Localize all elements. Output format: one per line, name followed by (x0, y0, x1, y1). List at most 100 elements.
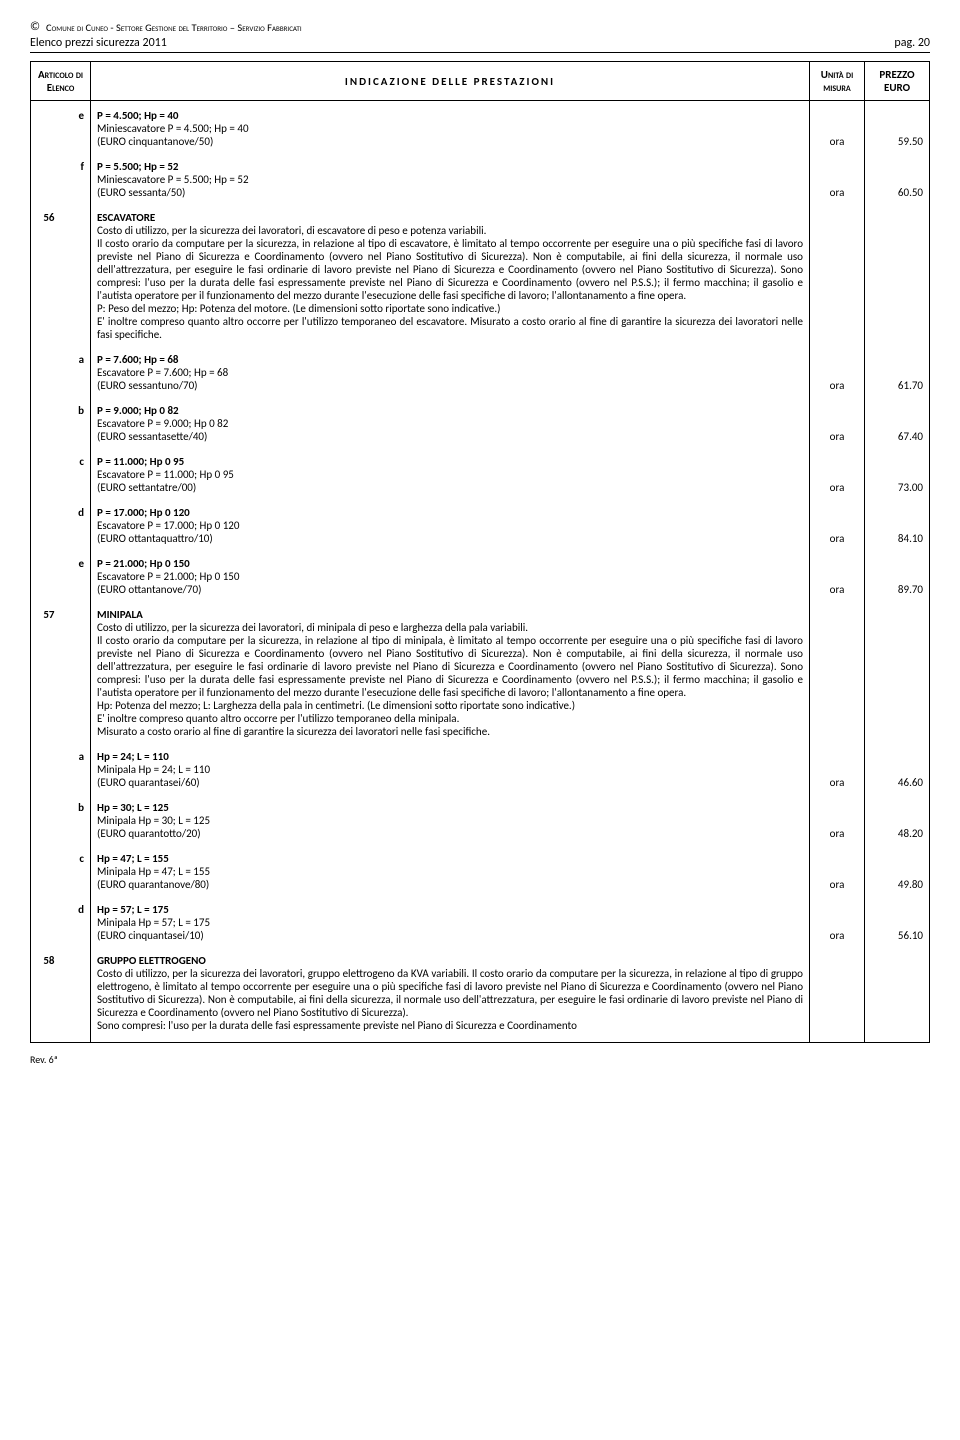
sub-letter: b (61, 799, 91, 850)
item-line: Escavatore P = 11.000; Hp 0 95 (97, 468, 803, 481)
unit-cell (810, 209, 865, 351)
item-line: Escavatore P = 7.600; Hp = 68 (97, 366, 803, 379)
article-number (31, 799, 61, 850)
price-cell: 67.40 (865, 402, 930, 453)
unit-cell: ora (810, 158, 865, 209)
sub-letter: a (61, 351, 91, 402)
th-prezzo: PREZZO EURO (865, 62, 930, 101)
item-line: Minipala Hp = 57; L = 175 (97, 916, 803, 929)
article-number (31, 555, 61, 606)
price-cell: 49.80 (865, 850, 930, 901)
article-number (31, 107, 61, 158)
description-cell: P = 5.500; Hp = 52Miniescavatore P = 5.5… (91, 158, 810, 209)
article-number (31, 850, 61, 901)
unit-cell: ora (810, 799, 865, 850)
article-number (31, 453, 61, 504)
th-articolo-text: Articolo di Elenco (35, 68, 86, 94)
article-number (31, 402, 61, 453)
copyright-icon: © (30, 20, 40, 34)
description-cell: GRUPPO ELETTROGENOCosto di utilizzo, per… (91, 952, 810, 1043)
sub-letter: a (61, 748, 91, 799)
sub-letter: f (61, 158, 91, 209)
description-cell: P = 11.000; Hp 0 95Escavatore P = 11.000… (91, 453, 810, 504)
footer-rev: Rev. 6ª (30, 1053, 930, 1066)
item-line: (EURO sessantuno/70) (97, 379, 803, 392)
description-cell: P = 9.000; Hp 0 82Escavatore P = 9.000; … (91, 402, 810, 453)
page-number: pag. 20 (894, 36, 930, 50)
item-body-line: Costo di utilizzo, per la sicurezza dei … (97, 967, 803, 1019)
description-cell: P = 21.000; Hp 0 150Escavatore P = 21.00… (91, 555, 810, 606)
item-line: (EURO cinquantanove/50) (97, 135, 803, 148)
price-cell (865, 952, 930, 1043)
description-cell: Hp = 24; L = 110Minipala Hp = 24; L = 11… (91, 748, 810, 799)
table-row: fP = 5.500; Hp = 52Miniescavatore P = 5.… (31, 158, 930, 209)
item-body-line: E' inoltre compreso quanto altro occorre… (97, 712, 803, 725)
unit-cell: ora (810, 504, 865, 555)
article-number (31, 504, 61, 555)
th-unita: Unità di misura (810, 62, 865, 101)
article-number (31, 158, 61, 209)
sub-letter: e (61, 107, 91, 158)
table-row: cP = 11.000; Hp 0 95Escavatore P = 11.00… (31, 453, 930, 504)
sub-letter (61, 209, 91, 351)
sub-letter: c (61, 850, 91, 901)
table-row: cHp = 47; L = 155Minipala Hp = 47; L = 1… (31, 850, 930, 901)
subtitle-row: Elenco prezzi sicurezza 2011 pag. 20 (30, 36, 930, 53)
item-body-line: Sono compresi: l'uso per la durata delle… (97, 1019, 803, 1032)
table-row: bP = 9.000; Hp 0 82Escavatore P = 9.000;… (31, 402, 930, 453)
price-cell: 48.20 (865, 799, 930, 850)
unit-cell: ora (810, 748, 865, 799)
item-title: Hp = 24; L = 110 (97, 750, 803, 763)
th-articolo: Articolo di Elenco (31, 62, 91, 101)
unit-cell: ora (810, 351, 865, 402)
table-row: 58 GRUPPO ELETTROGENOCosto di utilizzo, p… (31, 952, 930, 1043)
table-row: eP = 4.500; Hp = 40Miniescavatore P = 4.… (31, 107, 930, 158)
description-cell: P = 4.500; Hp = 40Miniescavatore P = 4.5… (91, 107, 810, 158)
item-line: (EURO ottantaquattro/10) (97, 532, 803, 545)
item-body-line: Costo di utilizzo, per la sicurezza dei … (97, 224, 803, 237)
sub-letter (61, 606, 91, 748)
article-number (31, 351, 61, 402)
description-cell: MINIPALACosto di utilizzo, per la sicure… (91, 606, 810, 748)
price-cell (865, 209, 930, 351)
item-title: P = 17.000; Hp 0 120 (97, 506, 803, 519)
item-body-line: Costo di utilizzo, per la sicurezza dei … (97, 621, 803, 634)
item-line: (EURO sessantasette/40) (97, 430, 803, 443)
article-number: 57 (31, 606, 61, 748)
price-cell: 59.50 (865, 107, 930, 158)
item-title: GRUPPO ELETTROGENO (97, 954, 803, 967)
unit-cell: ora (810, 901, 865, 952)
description-cell: P = 17.000; Hp 0 120Escavatore P = 17.00… (91, 504, 810, 555)
item-line: (EURO sessanta/50) (97, 186, 803, 199)
price-cell: 56.10 (865, 901, 930, 952)
th-indicazione: INDICAZIONE DELLE PRESTAZIONI (91, 62, 810, 101)
item-body-line: Il costo orario da computare per la sicu… (97, 634, 803, 699)
unit-cell: ora (810, 850, 865, 901)
table-row: aHp = 24; L = 110Minipala Hp = 24; L = 1… (31, 748, 930, 799)
item-line: (EURO quarantasei/60) (97, 776, 803, 789)
table-row: 57MINIPALACosto di utilizzo, per la sicu… (31, 606, 930, 748)
article-number: 58 (31, 952, 61, 1043)
price-cell (865, 606, 930, 748)
th-unita-text: Unità di misura (814, 68, 860, 94)
item-body-line: E' inoltre compreso quanto altro occorre… (97, 315, 803, 341)
item-title: P = 11.000; Hp 0 95 (97, 455, 803, 468)
item-title: MINIPALA (97, 608, 803, 621)
item-title: Hp = 47; L = 155 (97, 852, 803, 865)
description-cell: P = 7.600; Hp = 68Escavatore P = 7.600; … (91, 351, 810, 402)
item-line: Minipala Hp = 24; L = 110 (97, 763, 803, 776)
price-cell: 84.10 (865, 504, 930, 555)
item-line: Miniescavatore P = 5.500; Hp = 52 (97, 173, 803, 186)
price-cell: 60.50 (865, 158, 930, 209)
price-table: Articolo di Elenco INDICAZIONE DELLE PRE… (30, 61, 930, 1043)
doc-header: © Comune di Cuneo - Settore Gestione del… (30, 20, 930, 34)
unit-cell: ora (810, 555, 865, 606)
article-number: 56 (31, 209, 61, 351)
sub-letter: e (61, 555, 91, 606)
item-line: (EURO settantatre/00) (97, 481, 803, 494)
item-line: Minipala Hp = 30; L = 125 (97, 814, 803, 827)
table-row: eP = 21.000; Hp 0 150Escavatore P = 21.0… (31, 555, 930, 606)
description-cell: Hp = 57; L = 175Minipala Hp = 57; L = 17… (91, 901, 810, 952)
price-cell: 46.60 (865, 748, 930, 799)
item-title: Hp = 30; L = 125 (97, 801, 803, 814)
